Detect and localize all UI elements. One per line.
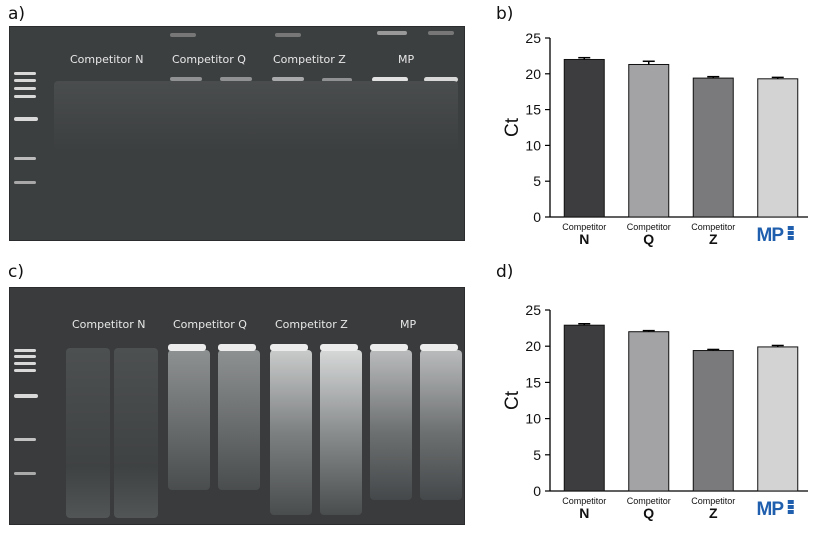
y-tick-label: 10: [525, 137, 541, 153]
x-tick-label: Competitor: [691, 496, 735, 506]
ladder-band: [14, 472, 36, 475]
gel-well: [428, 31, 454, 35]
bar-chart-b: 0510152025CtCompetitorNCompetitorQCompet…: [502, 30, 808, 247]
x-tick-label: Q: [643, 505, 654, 521]
ladder-band: [14, 87, 36, 90]
y-tick-label: 20: [525, 338, 541, 354]
gel-smear: [54, 81, 458, 151]
genomic-band: [218, 344, 256, 351]
lane-label-mp: MP: [398, 53, 415, 66]
genomic-band: [424, 77, 458, 82]
bar: [628, 63, 670, 218]
x-tick-label: Z: [709, 231, 718, 247]
x-tick-label: Competitor: [691, 222, 735, 232]
gel-smear: [320, 350, 362, 515]
ladder-band: [14, 79, 36, 82]
y-tick-label: 10: [525, 411, 541, 427]
ladder-band: [14, 181, 36, 184]
lane-label-competitor-z: Competitor Z: [273, 53, 346, 66]
ladder-band: [14, 355, 36, 358]
y-tick-label: 20: [525, 66, 541, 82]
gel-smear: [218, 350, 260, 490]
lane-label-competitor-n: Competitor N: [70, 53, 144, 66]
y-tick-label: 15: [525, 102, 541, 118]
ladder-band: [14, 369, 36, 372]
ladder-band: [14, 394, 38, 398]
x-tick-label: Competitor: [627, 496, 671, 506]
x-tick-label: Competitor: [562, 496, 606, 506]
gel-smear: [270, 350, 312, 515]
genomic-band: [168, 344, 206, 351]
y-tick-label: 15: [525, 374, 541, 390]
genomic-band: [372, 77, 408, 82]
panel-label-b: b): [496, 4, 514, 24]
bar: [628, 331, 670, 492]
genomic-band: [370, 344, 408, 351]
mp-logo-mark: [787, 226, 794, 230]
ladder-band: [14, 349, 36, 352]
ladder-band: [14, 95, 36, 98]
ladder-band: [14, 157, 36, 160]
gel-image-c: Competitor N Competitor Q Competitor Z M…: [9, 287, 465, 525]
lane-label-mp: MP: [400, 318, 417, 331]
mp-logo-mark: [787, 231, 794, 235]
gel-well: [275, 33, 301, 37]
bar: [692, 350, 734, 492]
gel-smear: [66, 348, 110, 518]
mp-logo-mark: [787, 510, 794, 514]
panel-label-a: a): [8, 4, 26, 24]
gel-image-a: Competitor N Competitor Q Competitor Z M…: [9, 26, 465, 241]
mp-logo: MP: [757, 499, 785, 520]
bar: [757, 78, 799, 218]
panel-label-c: c): [8, 262, 24, 282]
lane-label-competitor-n: Competitor N: [72, 318, 146, 331]
x-tick-label: Competitor: [627, 222, 671, 232]
ladder-band: [14, 117, 38, 121]
x-tick-label: N: [579, 505, 589, 521]
y-tick-label: 25: [525, 30, 541, 46]
mp-logo-mark: [787, 500, 794, 504]
gel-smear: [420, 350, 462, 500]
y-axis-label: Ct: [502, 390, 523, 410]
genomic-band: [170, 77, 202, 81]
mp-logo-mark: [787, 505, 794, 509]
y-tick-label: 0: [533, 483, 541, 499]
x-tick-label: Q: [643, 231, 654, 247]
genomic-band: [272, 77, 304, 81]
y-tick-label: 0: [533, 209, 541, 225]
gel-smear: [370, 350, 412, 500]
ladder-band: [14, 72, 36, 75]
bar: [692, 77, 734, 218]
genomic-band: [322, 78, 352, 82]
genomic-band: [320, 344, 358, 351]
y-tick-label: 5: [533, 447, 541, 463]
bar: [757, 346, 799, 492]
genomic-band: [420, 344, 458, 351]
genomic-band: [270, 344, 308, 351]
mp-logo: MP: [757, 225, 785, 246]
ladder-band: [14, 362, 36, 365]
gel-smear: [114, 348, 158, 518]
x-tick-label: Z: [709, 505, 718, 521]
gel-well: [170, 33, 196, 37]
x-tick-label: Competitor: [562, 222, 606, 232]
lane-label-competitor-q: Competitor Q: [172, 53, 246, 66]
panel-label-d: d): [496, 262, 514, 282]
gel-well: [377, 31, 407, 35]
lane-label-competitor-z: Competitor Z: [275, 318, 348, 331]
bar-chart-d: 0510152025CtCompetitorNCompetitorQCompet…: [502, 302, 808, 521]
y-axis-label: Ct: [502, 117, 523, 137]
genomic-band: [220, 77, 252, 81]
ladder-band: [14, 438, 36, 441]
x-tick-label: N: [579, 231, 589, 247]
bar: [563, 58, 605, 218]
mp-logo-mark: [787, 236, 794, 240]
bar: [563, 324, 605, 492]
y-tick-label: 5: [533, 173, 541, 189]
lane-label-competitor-q: Competitor Q: [173, 318, 247, 331]
y-tick-label: 25: [525, 302, 541, 318]
gel-smear: [168, 350, 210, 490]
